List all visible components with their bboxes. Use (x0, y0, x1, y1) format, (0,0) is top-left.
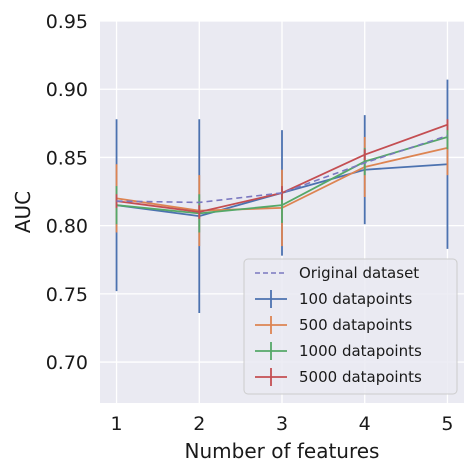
y-tick-label: 0.70 (46, 352, 88, 374)
x-tick-label: 2 (193, 413, 205, 435)
x-axis-title: Number of features (185, 439, 380, 463)
y-tick-label: 0.85 (46, 147, 88, 169)
x-tick-label: 1 (110, 413, 122, 435)
y-tick-label: 0.95 (46, 11, 88, 33)
legend-box (243, 258, 458, 395)
legend: Original dataset 100 datapoints 500 datapo… (243, 258, 458, 395)
y-tick-label: 0.90 (46, 79, 88, 101)
reference-line (116, 134, 448, 204)
x-tick-label: 3 (276, 413, 288, 435)
legend-label: 500 datapoints (299, 316, 412, 334)
x-tick-label: 4 (359, 413, 371, 435)
series-layer (115, 79, 449, 313)
y-axis-title: AUC (11, 191, 35, 233)
x-tick-label: 5 (441, 413, 453, 435)
legend-label: 5000 datapoints (299, 368, 422, 386)
y-tick-label: 0.80 (46, 216, 88, 238)
legend-label: 100 datapoints (299, 290, 412, 308)
y-tick-label: 0.75 (46, 284, 88, 306)
tick-labels: 0.70 0.75 0.80 0.85 0.90 0.95 1 2 3 4 5 (46, 11, 454, 435)
legend-label: Original dataset (299, 264, 419, 282)
legend-label: 1000 datapoints (299, 342, 422, 360)
